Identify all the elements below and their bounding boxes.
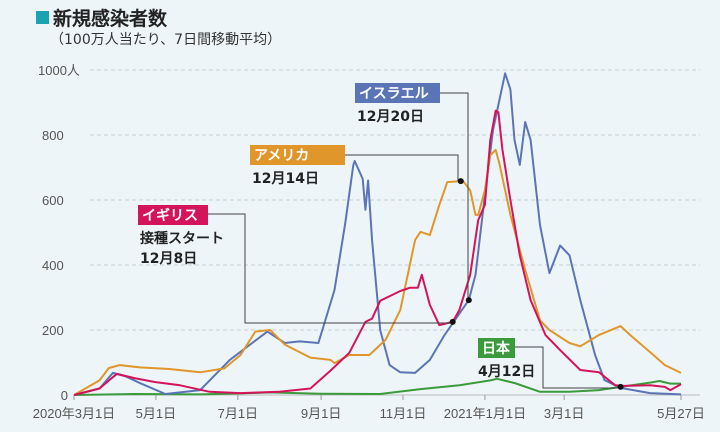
x-tick-label: 5月27日 xyxy=(657,406,705,421)
series-line-1 xyxy=(73,148,682,396)
series-line-3 xyxy=(73,377,681,396)
annotation-text: 4月12日 xyxy=(478,364,535,380)
chart-subtitle: （100万人当たり、7日間移動平均） xyxy=(50,32,282,48)
annotation-marker xyxy=(457,178,464,185)
annotation-0: イスラエル 12月20日 xyxy=(355,83,472,304)
annotation-text: 12月8日 xyxy=(140,251,197,267)
series-label: イギリス xyxy=(142,207,198,224)
series-line-0 xyxy=(73,72,682,396)
leader-line xyxy=(208,213,453,324)
y-tick-label: 800 xyxy=(42,128,64,143)
series-label: イスラエル xyxy=(359,86,429,102)
annotation-marker xyxy=(449,318,456,325)
y-tick-label: 400 xyxy=(42,258,64,273)
series-label-box xyxy=(355,83,440,103)
series-label-box xyxy=(478,338,515,358)
leader-line xyxy=(440,92,469,301)
annotation-text: 12月20日 xyxy=(357,109,424,125)
x-tick-label: 3月1日 xyxy=(544,406,584,421)
y-tick-label: 600 xyxy=(42,193,64,208)
x-tick-label: 9月1日 xyxy=(301,406,341,421)
annotation-marker xyxy=(617,383,624,390)
y-tick-label: 0 xyxy=(61,388,68,403)
annotation-text: 12月14日 xyxy=(252,171,319,187)
series-label: 日本 xyxy=(482,340,511,357)
annotation-text: 接種スタート xyxy=(140,230,224,247)
y-tick-label: 1000人 xyxy=(38,63,80,78)
leader-line xyxy=(345,154,459,182)
annotation-1: アメリカ 12月14日 xyxy=(250,145,464,187)
x-tick-label: 5月1日 xyxy=(136,406,176,421)
title-marker-icon xyxy=(36,11,49,24)
chart-title-text: 新規感染者数 xyxy=(53,8,168,30)
x-tick-label: 7月1日 xyxy=(218,406,258,421)
series-label: アメリカ xyxy=(254,148,309,164)
x-tick-label: 2021年1月1日 xyxy=(444,406,526,421)
series-label-box xyxy=(250,145,345,165)
annotation-marker xyxy=(465,297,472,304)
series-label-box xyxy=(138,205,208,225)
leader-line xyxy=(515,346,621,389)
y-tick-label: 200 xyxy=(42,323,64,338)
x-tick-label: 2020年3月1日 xyxy=(33,406,115,421)
annotation-3: 日本 4月12日 xyxy=(478,338,624,390)
x-tick-label: 11月1日 xyxy=(380,406,427,421)
chart-title: 新規感染者数 xyxy=(36,4,167,31)
